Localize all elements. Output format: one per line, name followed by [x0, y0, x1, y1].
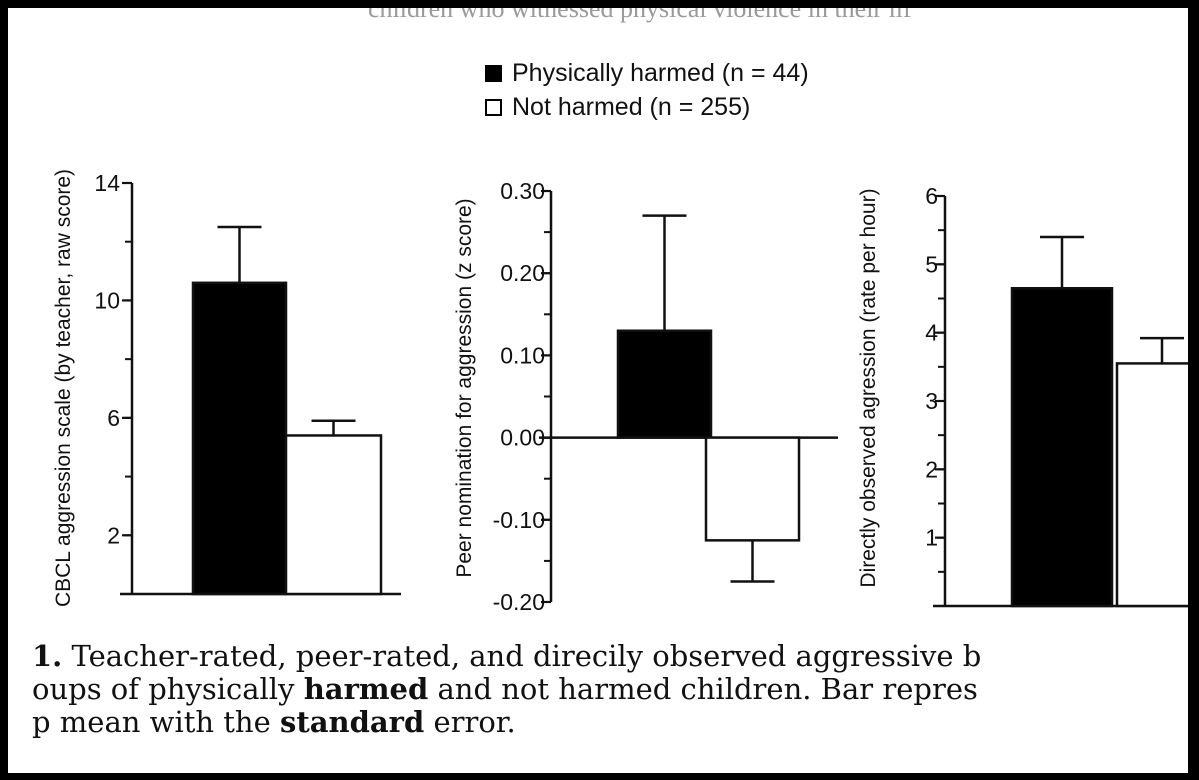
bar-not-harmed — [284, 434, 383, 596]
y-tick-label: 0.00 — [500, 425, 545, 451]
y-tick-label: 10 — [94, 287, 120, 313]
y-tick-label: 3 — [925, 388, 938, 414]
y-tick-label: -0.20 — [493, 589, 545, 615]
legend-swatch-not-harmed — [485, 99, 502, 116]
figure-number: 1. — [32, 640, 63, 673]
y-tick-label: 0.10 — [500, 342, 545, 368]
legend-label-harmed: Physically harmed (n = 44) — [512, 59, 809, 87]
caption-text-3c: error. — [424, 706, 516, 739]
y-axis-label: Peer nomination for aggression (z score) — [453, 198, 476, 577]
panel-observed: 1 2 3 4 5 6 Directly observed agression (rate … — [857, 183, 1188, 608]
cut-off-top-text: children who witnessed physical violence… — [368, 8, 912, 23]
bar-chart-figure: Physically harmed (n = 44) Not harmed (n… — [52, 59, 1188, 615]
bar-physically-harmed — [616, 329, 713, 439]
bar-not-harmed — [1115, 362, 1188, 608]
y-tick-label: 5 — [925, 251, 938, 277]
caption-text-1: Teacher-rated, peer-rated, and direcily … — [62, 640, 982, 673]
y-tick-label: 6 — [925, 183, 938, 209]
bar-not-harmed — [704, 436, 801, 542]
y-tick-label: 4 — [925, 320, 938, 346]
figure-caption: 1. Teacher-rated, peer-rated, and direci… — [32, 640, 1188, 739]
y-tick-label: 1 — [925, 525, 938, 551]
y-tick-label: 2 — [107, 522, 120, 548]
y-axis-label: Directly observed agression (rate per ho… — [857, 188, 880, 587]
y-tick-label: 6 — [107, 405, 120, 431]
y-tick-label: -0.10 — [493, 507, 545, 533]
caption-text-2c: and not harmed children. Bar repres — [428, 673, 978, 706]
panel-peer-rated: -0.20 -0.10 0.00 0.10 0.20 0.30 Peer nominatio… — [453, 178, 838, 615]
caption-text-2b: harmed — [303, 673, 429, 706]
caption-text-2a: oups of physically — [32, 673, 304, 706]
caption-line-1: 1. Teacher-rated, peer-rated, and direci… — [32, 640, 1188, 673]
caption-line-3: p mean with the standard error. — [32, 706, 1188, 739]
caption-line-2: oups of physically harmed and not harmed… — [32, 673, 1188, 706]
legend-swatch-harmed — [485, 65, 502, 82]
legend-label-not-harmed: Not harmed (n = 255) — [512, 93, 750, 121]
bar-physically-harmed — [1010, 287, 1114, 608]
bar-physically-harmed — [191, 281, 288, 596]
panel-teacher-rated: 2 6 10 14 CBCL aggression scale (by teacher,… — [52, 169, 401, 607]
scanned-figure: children who witnessed physical violence… — [8, 8, 1188, 773]
y-tick-label: 0.30 — [500, 178, 545, 204]
y-axis-label: CBCL aggression scale (by teacher, raw s… — [52, 169, 75, 607]
legend: Physically harmed (n = 44) Not harmed (n… — [485, 59, 809, 121]
caption-text-3a: p mean with the — [32, 706, 280, 739]
y-tick-label: 2 — [925, 456, 938, 482]
y-tick-label: 14 — [94, 170, 120, 196]
y-tick-label: 0.20 — [500, 260, 545, 286]
caption-text-3b: standard — [280, 706, 425, 739]
